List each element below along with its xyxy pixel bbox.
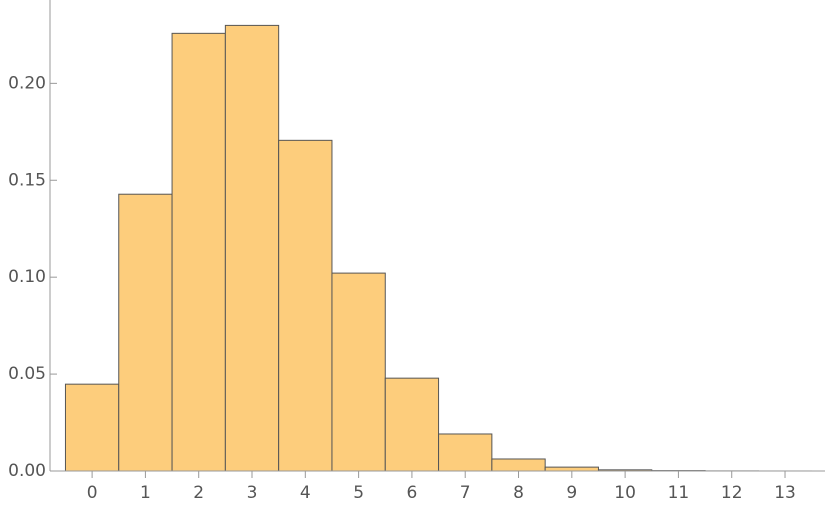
bar (438, 433, 493, 472)
x-tick-label: 6 (407, 483, 418, 503)
x-tick-label: 13 (774, 483, 796, 503)
x-tick-label: 1 (140, 483, 151, 503)
x-tick-label: 3 (247, 483, 258, 503)
x-tick-label: 10 (614, 483, 636, 503)
x-tick-label: 2 (193, 483, 204, 503)
y-tick-label: 0.15 (8, 170, 46, 190)
x-tick-label: 0 (87, 483, 98, 503)
bar (544, 466, 599, 472)
x-tick-label: 12 (721, 483, 743, 503)
y-tick-label: 0.20 (8, 73, 46, 93)
bar (491, 458, 546, 472)
bar (384, 377, 440, 472)
y-tick-label: 0.00 (8, 461, 46, 481)
bar (278, 139, 333, 472)
x-tick-label: 5 (353, 483, 364, 503)
bar (224, 24, 280, 472)
bar (64, 383, 120, 472)
x-tick-label: 11 (668, 483, 690, 503)
x-tick-label: 8 (513, 483, 524, 503)
bar (118, 193, 173, 472)
y-tick-label: 0.05 (8, 364, 46, 384)
bar (171, 32, 226, 472)
x-tick-label: 9 (566, 483, 577, 503)
x-tick-label: 7 (460, 483, 471, 503)
bar (331, 272, 386, 472)
x-tick-label: 4 (300, 483, 311, 503)
y-tick-label: 0.10 (8, 267, 46, 287)
